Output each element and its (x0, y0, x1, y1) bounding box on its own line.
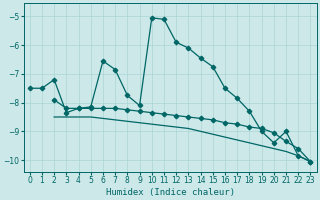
X-axis label: Humidex (Indice chaleur): Humidex (Indice chaleur) (106, 188, 235, 197)
